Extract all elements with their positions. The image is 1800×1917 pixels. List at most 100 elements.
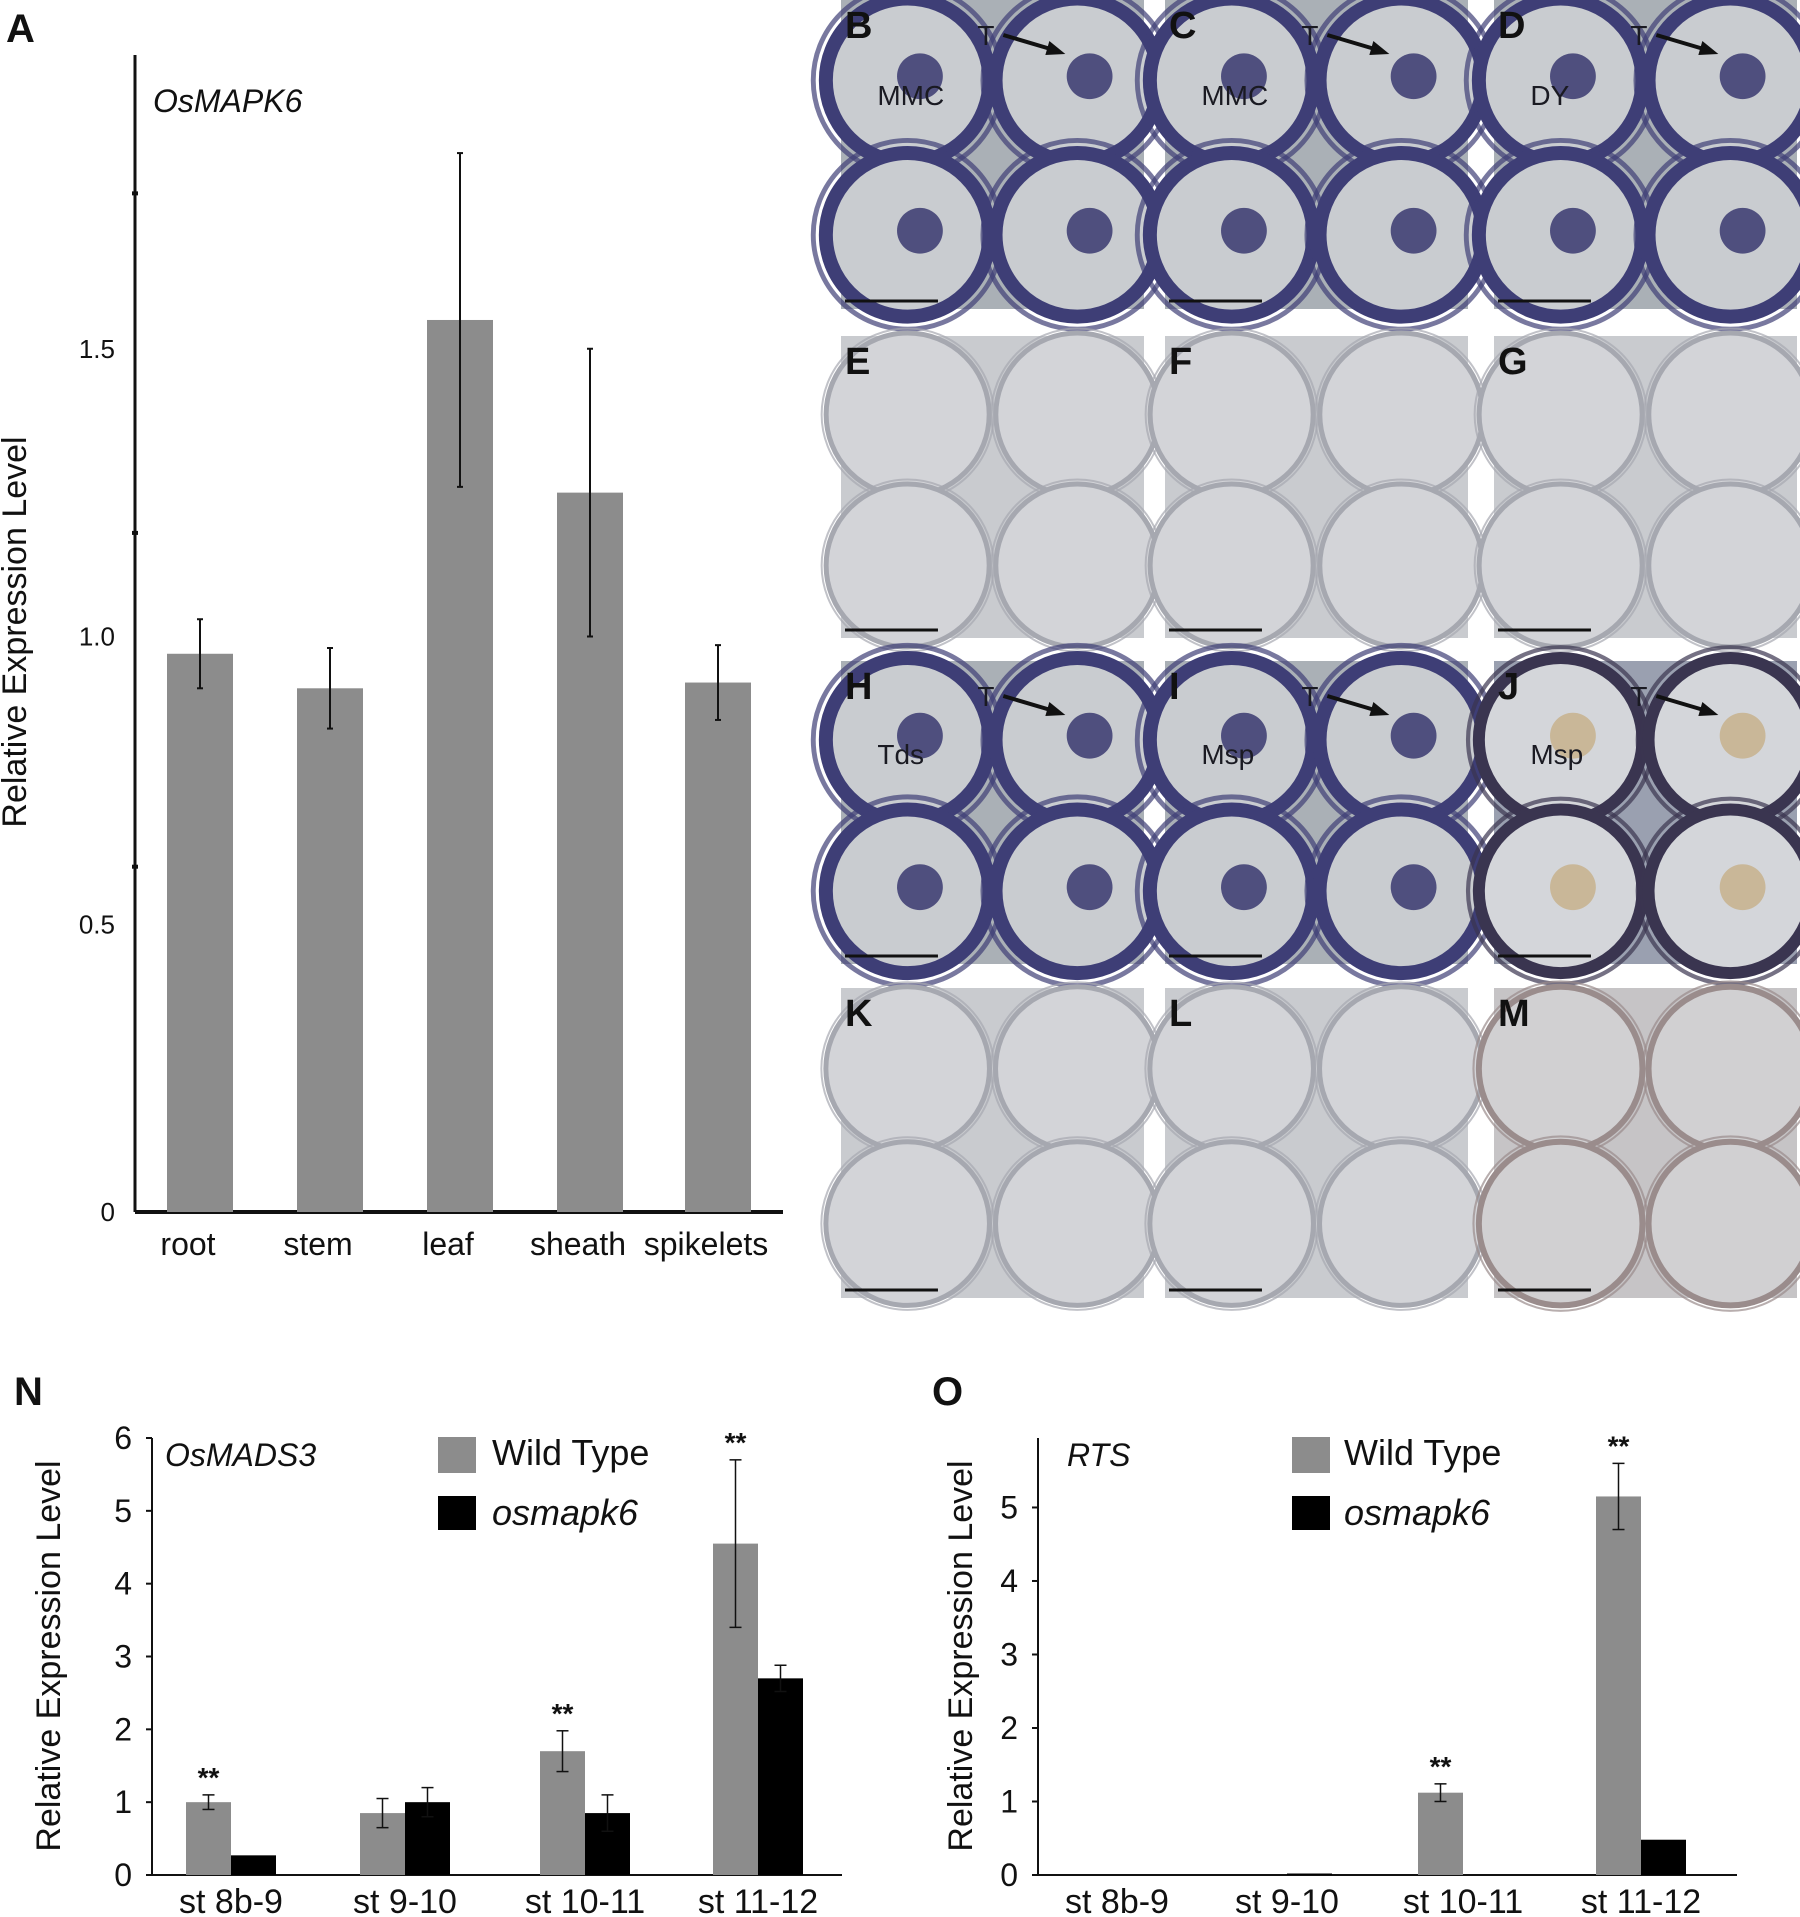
chart-o-bar-wild-type-2 bbox=[1418, 1792, 1463, 1875]
chart-n-x-tick-1: st 9-10 bbox=[353, 1883, 457, 1917]
chart-n-legend-osmapk6: osmapk6 bbox=[492, 1492, 639, 1533]
micrograph-label-mmc: MMC bbox=[877, 80, 944, 111]
micrograph-letter-f: F bbox=[1169, 341, 1192, 383]
chart-n-significance-0: ** bbox=[198, 1762, 220, 1793]
cell-stain bbox=[1066, 207, 1113, 254]
micrograph-label-t: T bbox=[1301, 681, 1318, 712]
chart-a-expression-by-tissue: OsMAPK6 Relative Expression Level root st… bbox=[0, 55, 783, 1262]
chart-a-y-tick-label: 1.0 bbox=[79, 622, 115, 652]
micrograph-label-msp: Msp bbox=[1201, 739, 1254, 770]
cell-stain bbox=[897, 207, 943, 254]
cell-stain bbox=[1550, 53, 1596, 100]
micrograph-letter-m: M bbox=[1498, 993, 1530, 1035]
micrograph-panel-d: D T DY bbox=[1463, 0, 1800, 332]
annotation-arrow-head bbox=[1369, 41, 1390, 55]
chart-n-y-tick-label: 2 bbox=[114, 1711, 132, 1747]
chart-o-legend-swatch-osmapk6 bbox=[1292, 1496, 1330, 1530]
annotation-arrow-head bbox=[1698, 41, 1719, 55]
chart-o-significance-3: ** bbox=[1608, 1430, 1630, 1461]
micrograph-panel-k: K bbox=[820, 981, 1165, 1311]
anther-locule bbox=[1646, 330, 1800, 499]
cell-stain bbox=[1221, 207, 1267, 254]
chart-a-x-tick-root: root bbox=[160, 1226, 215, 1262]
anther-wall-layer bbox=[1643, 478, 1800, 653]
chart-a-bar-root bbox=[167, 653, 233, 1212]
chart-a-y-tick-label: 0 bbox=[101, 1197, 115, 1227]
anther-locule bbox=[1317, 330, 1486, 499]
micrograph-letter-d: D bbox=[1498, 5, 1525, 47]
micrograph-label-dy: DY bbox=[1530, 80, 1569, 111]
micrograph-panel-b: B T MMC bbox=[810, 0, 1175, 332]
micrograph-label-mmc: MMC bbox=[1201, 80, 1268, 111]
chart-n-legend-swatch-osmapk6 bbox=[438, 1496, 476, 1530]
annotation-arrow-head bbox=[1698, 702, 1719, 716]
anther-locule bbox=[1147, 1139, 1316, 1308]
micrograph-label-t: T bbox=[977, 681, 994, 712]
chart-n-legend-swatch-wild-type bbox=[438, 1437, 476, 1473]
cell-stain bbox=[1719, 712, 1766, 759]
chart-a-title: OsMAPK6 bbox=[153, 83, 303, 119]
chart-n-significance-2: ** bbox=[552, 1698, 574, 1729]
cell-stain bbox=[1550, 712, 1596, 759]
chart-o-y-tick-label: 1 bbox=[1000, 1783, 1018, 1819]
cell-stain bbox=[1066, 53, 1113, 100]
micrograph-panel-c: C T MMC bbox=[1134, 0, 1499, 332]
chart-o-legend-swatch-wild-type bbox=[1292, 1437, 1330, 1473]
anther-locule bbox=[823, 1139, 992, 1308]
cell-stain bbox=[1066, 864, 1113, 911]
anther-locule bbox=[1645, 1138, 1800, 1309]
chart-a-x-tick-sheath: sheath bbox=[530, 1226, 626, 1262]
chart-n-title: OsMADS3 bbox=[165, 1437, 316, 1473]
chart-n-legend-wild-type: Wild Type bbox=[492, 1432, 649, 1473]
chart-n-y-tick-label: 1 bbox=[114, 1784, 132, 1820]
anther-locule bbox=[1317, 984, 1486, 1153]
micrograph-letter-b: B bbox=[845, 5, 872, 47]
cell-stain bbox=[1390, 53, 1437, 100]
anther-locule bbox=[993, 984, 1162, 1153]
chart-a-x-tick-stem: stem bbox=[283, 1226, 352, 1262]
chart-n-y-tick-label: 4 bbox=[114, 1566, 132, 1602]
chart-o-x-tick-1: st 9-10 bbox=[1235, 1883, 1339, 1917]
cell-stain bbox=[897, 712, 943, 759]
panel-letter-a: A bbox=[6, 7, 35, 51]
chart-a-x-tick-leaf: leaf bbox=[422, 1226, 474, 1262]
anther-locule bbox=[993, 481, 1162, 650]
anther-locule bbox=[1476, 481, 1645, 650]
chart-o-y-tick-label: 5 bbox=[1000, 1489, 1018, 1525]
cell-stain bbox=[1719, 864, 1766, 911]
micrograph-panel-j: J T Msp bbox=[1465, 645, 1800, 986]
anther-wall-layer bbox=[1642, 1135, 1800, 1312]
micrograph-letter-g: G bbox=[1498, 341, 1528, 383]
micrograph-letter-e: E bbox=[845, 341, 870, 383]
cell-stain bbox=[1390, 207, 1437, 254]
cell-stain bbox=[1390, 864, 1437, 911]
cell-stain bbox=[1719, 207, 1766, 254]
micrograph-label-t: T bbox=[1630, 20, 1647, 51]
micrograph-panel-h: H T Tds bbox=[810, 642, 1175, 989]
chart-o-y-tick-label: 2 bbox=[1000, 1710, 1018, 1746]
chart-n-bar-wild-type-0 bbox=[186, 1802, 231, 1875]
micrograph-letter-i: I bbox=[1169, 666, 1180, 708]
micrograph-panel-i: I T Msp bbox=[1134, 642, 1499, 989]
panel-letter-n: N bbox=[14, 1370, 43, 1414]
chart-n-y-tick-label: 5 bbox=[114, 1493, 132, 1529]
micrograph-panel-l: L bbox=[1144, 981, 1489, 1311]
cell-stain bbox=[1550, 864, 1596, 911]
micrograph-letter-l: L bbox=[1169, 993, 1192, 1035]
chart-n-x-tick-3: st 11-12 bbox=[698, 1883, 818, 1917]
micrograph-panel-e: E bbox=[820, 327, 1165, 653]
panel-letter-o: O bbox=[932, 1370, 963, 1414]
annotation-arrow-head bbox=[1369, 702, 1390, 716]
chart-o-rts: RTS Relative Expression Level Wild Type … bbox=[942, 1430, 1737, 1917]
micrograph-letter-j: J bbox=[1498, 666, 1519, 708]
anther-locule bbox=[1147, 481, 1316, 650]
chart-n-bar-osmapk6-0 bbox=[231, 1855, 276, 1875]
chart-a-x-tick-spikelets: spikelets bbox=[644, 1226, 769, 1262]
chart-n-y-tick-label: 0 bbox=[114, 1857, 132, 1893]
micrograph-label-t: T bbox=[1301, 20, 1318, 51]
chart-o-y-label: Relative Expression Level bbox=[942, 1460, 980, 1851]
micrograph-label-msp: Msp bbox=[1530, 739, 1583, 770]
micrograph-letter-h: H bbox=[845, 666, 872, 708]
cell-stain bbox=[1221, 712, 1267, 759]
